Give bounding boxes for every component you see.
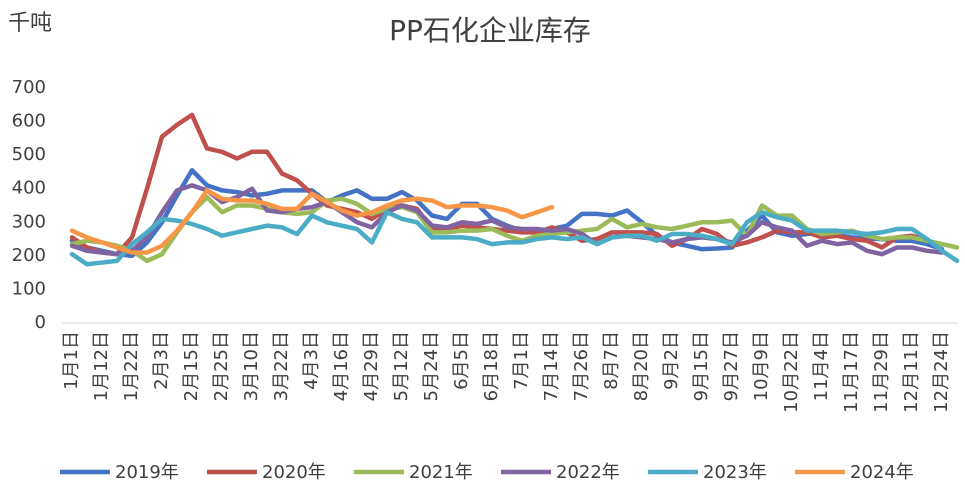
x-tick-label: 12月11日 <box>901 331 922 413</box>
x-tick-label: 7月14日 <box>541 331 562 401</box>
x-tick-label: 7月26日 <box>571 331 592 401</box>
x-tick-label: 1月22日 <box>121 331 142 401</box>
x-tick-label: 5月12日 <box>391 331 412 401</box>
x-tick-label: 4月3日 <box>301 331 322 390</box>
x-tick-label: 11月4日 <box>811 331 832 401</box>
series-line <box>69 209 960 267</box>
legend-label: 2020年 <box>262 462 326 483</box>
series-line <box>69 188 555 255</box>
x-tick-label: 10月22日 <box>781 331 802 413</box>
x-tick-label: 1月12日 <box>91 331 112 401</box>
y-tick-label: 400 <box>12 178 46 199</box>
x-tick-label: 2月25日 <box>211 331 232 401</box>
y-axis-label: 千吨 <box>8 11 52 36</box>
x-tick-label: 9月27日 <box>721 331 742 401</box>
y-tick-label: 0 <box>35 312 46 333</box>
series-line <box>69 112 930 257</box>
legend-label: 2023年 <box>703 462 767 483</box>
x-tick-label: 4月16日 <box>331 331 352 401</box>
x-tick-label: 6月5日 <box>451 331 472 390</box>
x-tick-label: 3月10日 <box>241 331 262 401</box>
y-tick-label: 500 <box>12 144 46 165</box>
x-tick-label: 3月22日 <box>271 331 292 401</box>
legend-label: 2022年 <box>556 462 620 483</box>
y-tick-label: 100 <box>12 278 46 299</box>
x-tick-label: 8月7日 <box>601 331 622 390</box>
x-tick-label: 2月3日 <box>151 331 172 390</box>
x-tick-label: 7月1日 <box>511 331 532 390</box>
legend-label: 2021年 <box>409 462 473 483</box>
x-tick-label: 11月17日 <box>841 331 862 413</box>
legend-label: 2019年 <box>115 462 179 483</box>
y-tick-label: 700 <box>12 77 46 98</box>
chart-title: PP石化企业库存 <box>389 14 591 47</box>
y-tick-label: 600 <box>12 111 46 132</box>
x-tick-label: 2月15日 <box>181 331 202 401</box>
x-tick-label: 1月1日 <box>61 331 82 390</box>
x-tick-label: 12月24日 <box>931 331 952 413</box>
y-tick-label: 300 <box>12 211 46 232</box>
legend-label: 2024年 <box>850 462 914 483</box>
x-tick-label: 6月18日 <box>481 331 502 401</box>
x-tick-label: 10月9日 <box>751 331 772 401</box>
x-tick-label: 4月29日 <box>361 331 382 401</box>
x-tick-label: 5月24日 <box>421 331 442 401</box>
x-tick-label: 11月29日 <box>871 331 892 413</box>
x-tick-label: 8月20日 <box>631 331 652 401</box>
y-tick-label: 200 <box>12 245 46 266</box>
x-tick-label: 9月2日 <box>661 331 682 390</box>
x-tick-label: 9月15日 <box>691 331 712 401</box>
